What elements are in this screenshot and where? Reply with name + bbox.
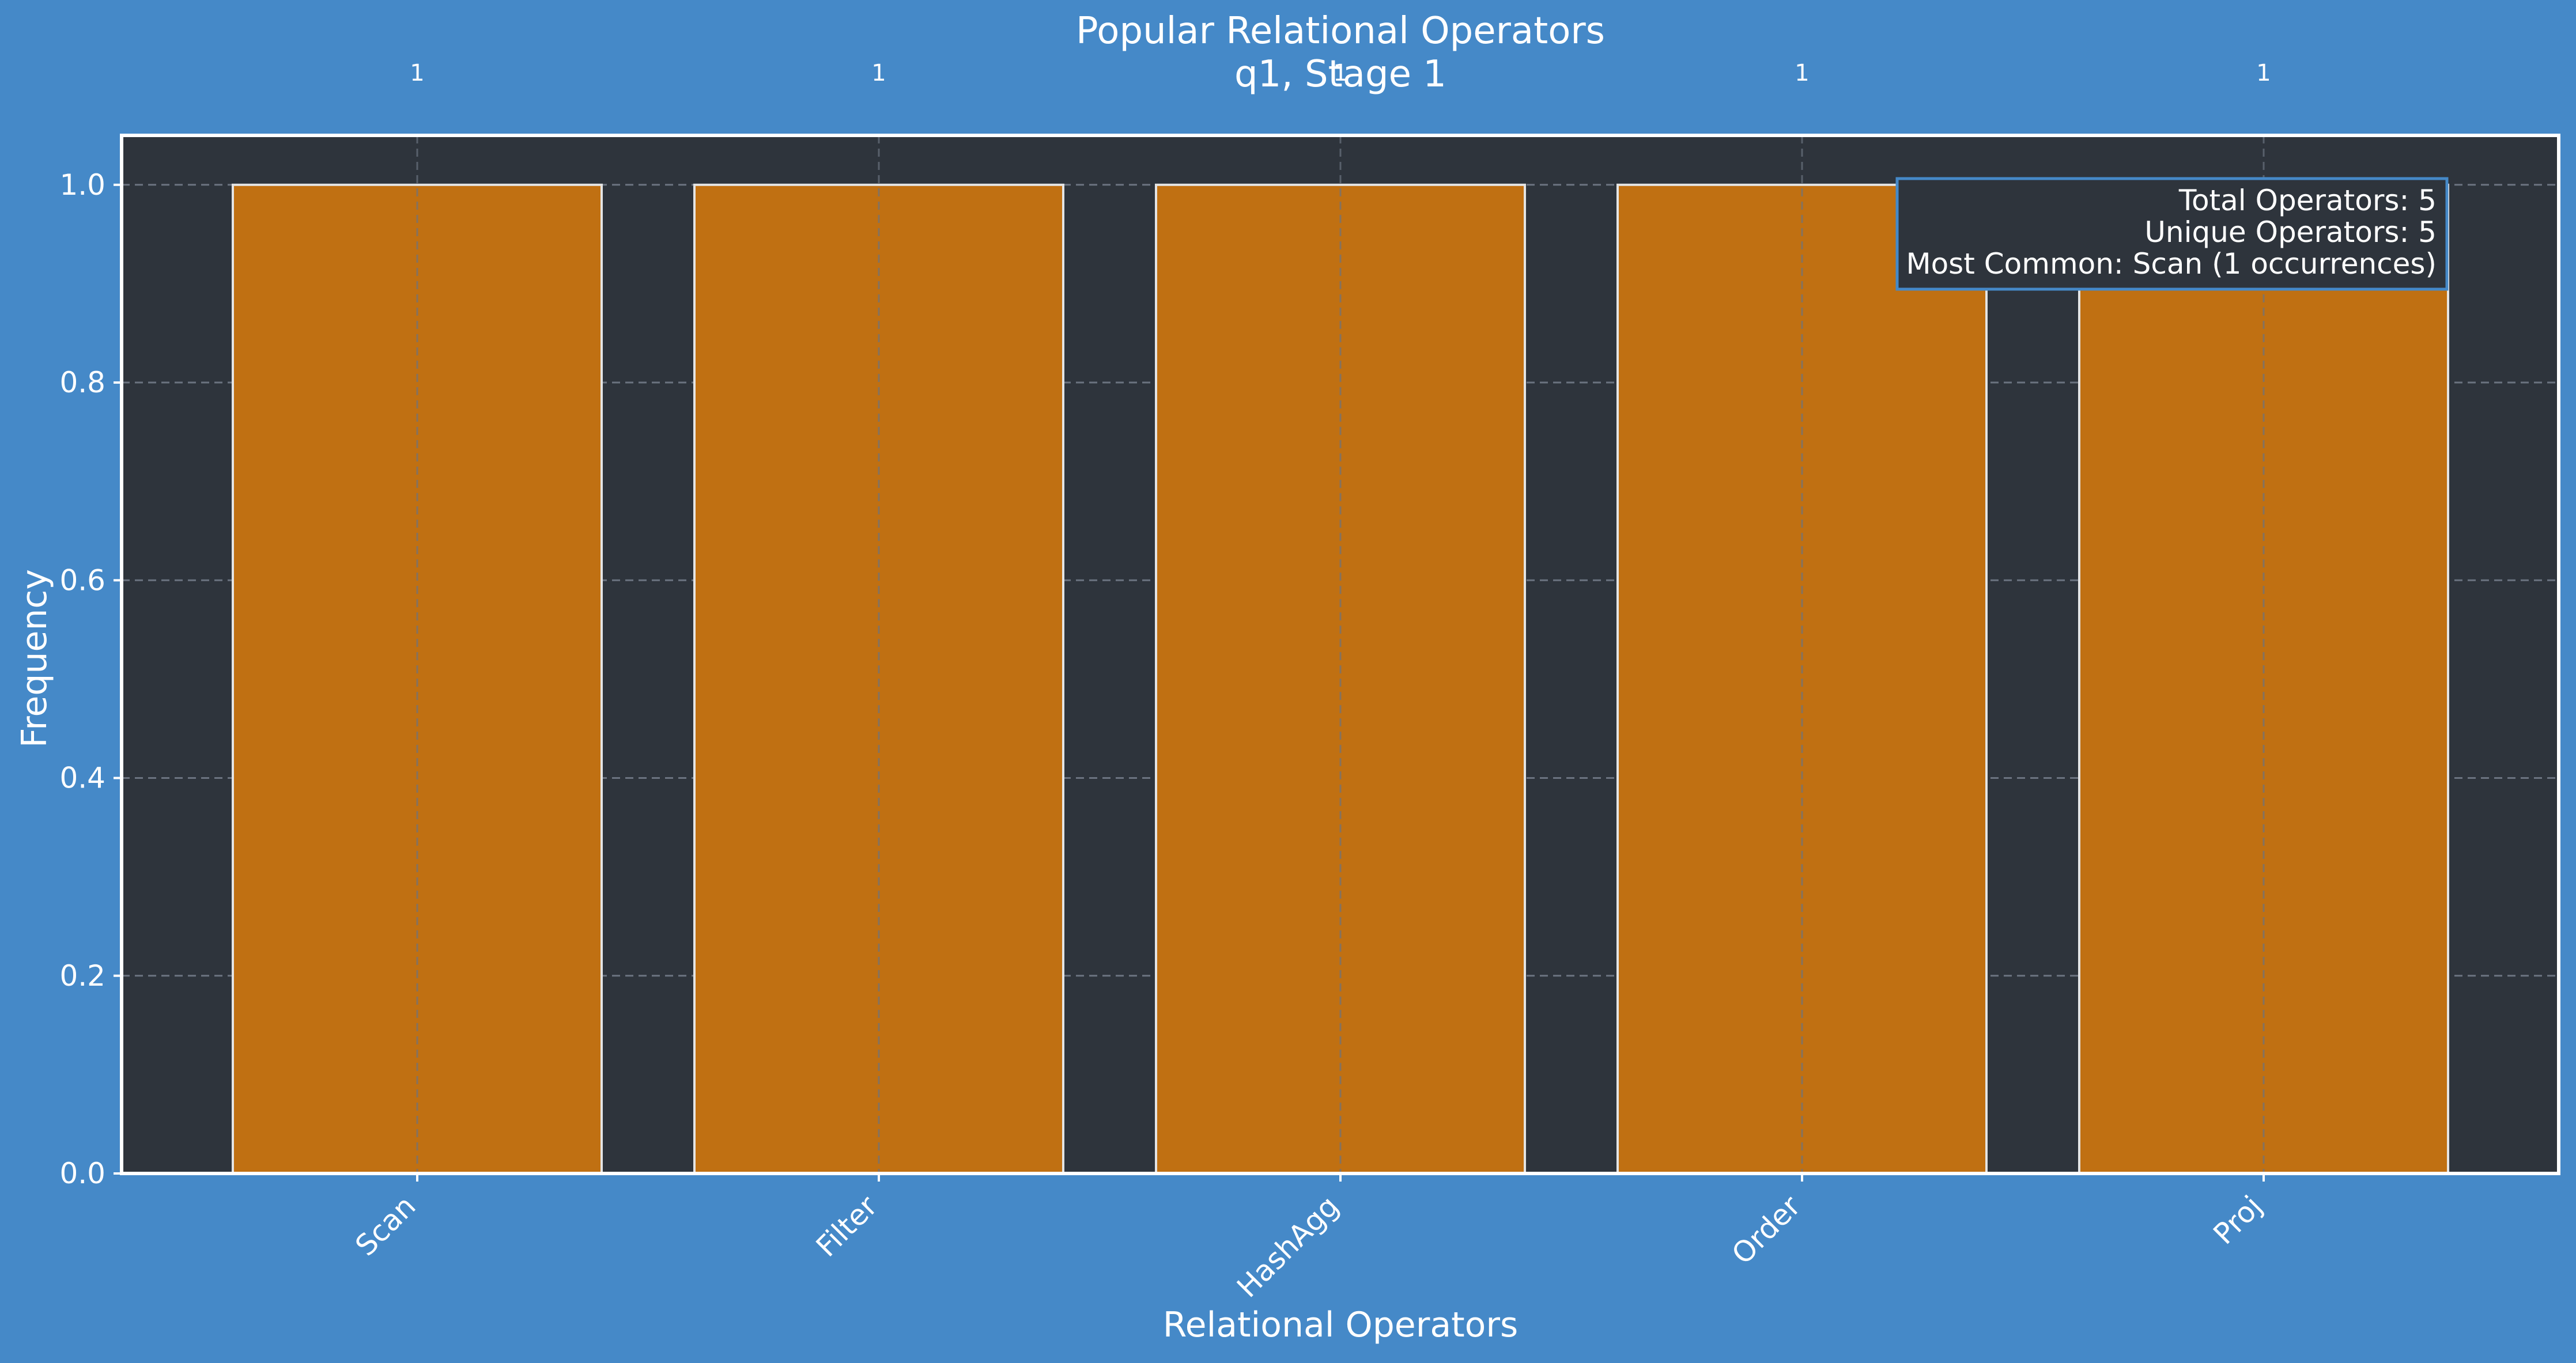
y-tick-label: 0.8 bbox=[59, 366, 105, 399]
y-tick-label: 0.2 bbox=[59, 959, 105, 993]
y-axis-label: Frequency bbox=[14, 569, 55, 748]
chart-title: Popular Relational Operators bbox=[1076, 10, 1605, 52]
data-label: 1 bbox=[871, 60, 886, 86]
data-label: 1 bbox=[2256, 60, 2271, 86]
annotation-unique-operators: Unique Operators: 5 bbox=[2144, 215, 2437, 249]
annotation-most-common: Most Common: Scan (1 occurrences) bbox=[1906, 247, 2437, 281]
data-label: 1 bbox=[1795, 60, 1809, 86]
y-axis-ticks: 0.0 0.2 0.4 0.6 0.8 1.0 bbox=[59, 168, 122, 1190]
data-labels: 1 1 1 1 1 bbox=[410, 60, 2271, 86]
data-label: 1 bbox=[410, 60, 424, 86]
annotation-box-frame bbox=[1895, 177, 2449, 291]
data-label: 1 bbox=[1333, 60, 1347, 86]
y-tick-label: 0.6 bbox=[59, 563, 105, 597]
vertical-gridlines bbox=[416, 135, 2265, 1173]
y-tick-label: 0.0 bbox=[59, 1157, 105, 1190]
y-tick-label: 0.4 bbox=[59, 762, 105, 795]
chart-subtitle: q1, Stage 1 bbox=[1234, 53, 1446, 96]
y-tick-label: 1.0 bbox=[59, 168, 105, 202]
x-axis-label: Relational Operators bbox=[1163, 1305, 1519, 1345]
annotation-box: Total Operators: 5 Unique Operators: 5 M… bbox=[1895, 177, 2449, 291]
annotation-total-operators: Total Operators: 5 bbox=[2178, 184, 2437, 217]
